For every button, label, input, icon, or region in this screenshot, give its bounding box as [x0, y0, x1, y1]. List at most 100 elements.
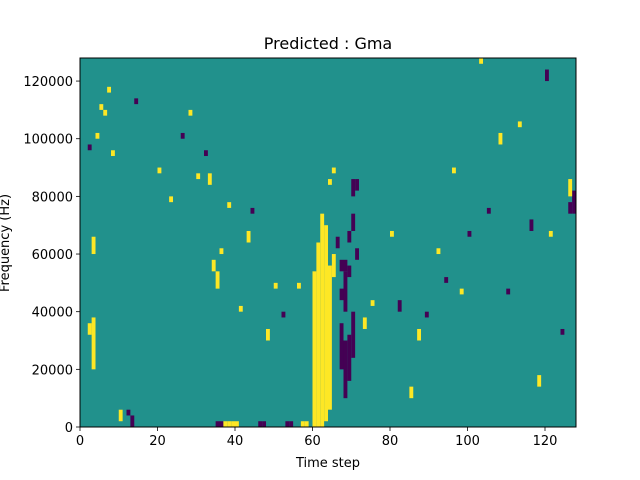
x-tick-label: 120 [533, 434, 558, 449]
heatmap-cell [335, 236, 340, 249]
heatmap-cell [99, 104, 104, 110]
heatmap-cell [351, 213, 356, 231]
heatmap-cell [351, 179, 356, 197]
heatmap-cell [246, 230, 251, 243]
x-tick-label: 80 [382, 434, 399, 449]
heatmap-cell [262, 421, 267, 427]
heatmap-cell [215, 421, 220, 427]
heatmap-cell [231, 421, 236, 427]
heatmap-cell [91, 317, 96, 370]
heatmap-cell [87, 323, 92, 335]
heatmap-cell [328, 265, 332, 410]
heatmap-cell [459, 288, 464, 295]
heatmap-cell [95, 132, 100, 139]
heatmap-cell [486, 207, 491, 214]
y-tick-label: 0 [65, 421, 73, 436]
heatmap-cell [300, 421, 305, 427]
heatmap-cell [157, 167, 162, 174]
heatmap-cell [207, 173, 212, 185]
heatmap-cell [444, 277, 449, 283]
heatmap-cell [324, 225, 329, 422]
plot-frame [79, 57, 577, 428]
heatmap-cell [238, 305, 243, 312]
heatmap-cell [328, 179, 332, 185]
x-tick-label: 100 [455, 434, 480, 449]
x-tick-label: 60 [304, 434, 321, 449]
heatmap-cell [103, 109, 108, 116]
heatmap-cell [347, 265, 352, 278]
plot-area [79, 57, 577, 428]
heatmap-cell [517, 121, 522, 128]
y-tick-label: 20000 [32, 363, 73, 378]
x-axis-label: Time step [295, 456, 360, 471]
heatmap-cell [560, 328, 565, 335]
heatmap-cell [545, 69, 549, 82]
heatmap-cell [235, 421, 239, 427]
heatmap-cell [304, 421, 309, 427]
heatmap-cell [347, 334, 352, 381]
x-tick-label: 20 [149, 434, 166, 449]
heatmap-cell [285, 421, 290, 427]
heatmap-cell [312, 271, 317, 427]
heatmap-cell [196, 173, 201, 180]
heatmap-cell [297, 282, 301, 289]
heatmap-cell [320, 213, 325, 427]
heatmap-cell [355, 248, 360, 260]
heatmap-cell [537, 375, 542, 387]
heatmap-cell [289, 421, 294, 427]
y-tick-label: 100000 [23, 133, 73, 148]
x-tick-label: 0 [76, 434, 84, 449]
heatmap-cell [339, 288, 344, 301]
heatmap-cell [118, 409, 123, 422]
heatmap-cell [339, 259, 344, 272]
chart-title: Predicted : Gma [264, 34, 392, 53]
heatmap-cell [343, 271, 348, 312]
heatmap-cell [506, 288, 511, 295]
heatmap-cell [281, 311, 286, 318]
heatmap-cell [266, 328, 270, 341]
heatmap-cell [436, 248, 441, 255]
heatmap-cell [343, 259, 348, 272]
heatmap-cell [390, 230, 394, 237]
heatmap-cell [548, 230, 553, 237]
y-axis: 0 20000 40000 60000 80000 100000 120000 [23, 75, 80, 436]
x-axis: 0 20 40 60 80 100 120 [76, 427, 558, 449]
heatmap-cell [355, 179, 360, 191]
heatmap-cell [250, 207, 255, 214]
heatmap-cell [498, 132, 503, 145]
heatmap-cell [529, 219, 534, 231]
heatmap-cell [215, 271, 220, 289]
heatmap-cell [273, 282, 278, 289]
heatmap-cell [397, 300, 402, 312]
heatmap-cell [180, 132, 185, 139]
heatmap-cell [219, 248, 224, 255]
x-tick-label: 40 [227, 434, 244, 449]
heatmap-cell [351, 311, 356, 358]
heatmap-cell [479, 58, 484, 64]
heatmap-cell [417, 328, 422, 341]
heatmap-cell [568, 179, 573, 197]
y-tick-label: 120000 [23, 75, 73, 90]
heatmap-cell [126, 409, 131, 416]
y-tick-label: 80000 [32, 190, 73, 205]
heatmap-cell [227, 421, 232, 427]
heatmap-cell [467, 230, 472, 237]
heatmap-cell [130, 415, 135, 427]
y-tick-label: 40000 [32, 306, 73, 321]
heatmap-cell [331, 167, 336, 174]
heatmap-cell [339, 323, 344, 370]
heatmap-cell [111, 150, 115, 157]
heatmap-cell [227, 202, 232, 208]
heatmap-cell [331, 254, 336, 278]
heatmap-cell [91, 236, 96, 255]
heatmap-cell [211, 259, 216, 272]
heatmap-cell [452, 167, 456, 174]
heatmap-cell [204, 150, 208, 157]
heatmap-cell [134, 98, 139, 105]
heatmap-cell [258, 421, 263, 427]
heatmap-cell [568, 202, 573, 214]
heatmap-cell [572, 190, 577, 214]
heatmap-cell [219, 421, 224, 427]
heatmap-cell [347, 230, 352, 243]
